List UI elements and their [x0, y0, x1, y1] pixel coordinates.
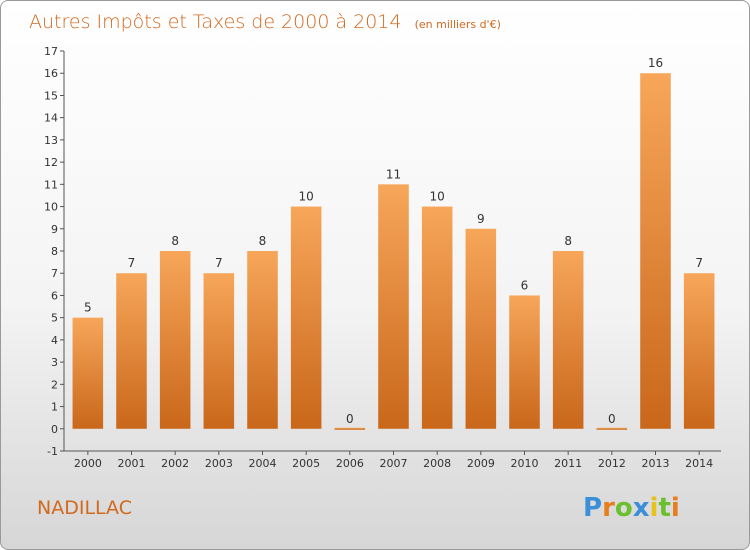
data-label-2010: 6 [521, 278, 529, 292]
bar-2002 [159, 251, 191, 429]
proxiti-logo: Proxiti [583, 493, 680, 523]
x-tick-label: 2005 [292, 457, 320, 470]
data-label-2004: 8 [259, 234, 267, 248]
x-tick-label: 2011 [554, 457, 582, 470]
y-tick-label: 6 [51, 289, 58, 302]
y-tick-label: 12 [44, 156, 58, 169]
data-label-2001: 7 [128, 256, 136, 270]
y-tick-label: 2 [51, 378, 58, 391]
bar-2011 [552, 251, 584, 429]
bar-2007 [378, 184, 409, 429]
data-label-2003: 7 [215, 256, 223, 270]
bar-2003 [203, 273, 235, 429]
data-label-2009: 9 [477, 212, 485, 226]
bar-2000 [72, 317, 104, 429]
x-tick-label: 2007 [380, 457, 408, 470]
y-tick-label: 7 [51, 267, 58, 280]
y-tick-label: 13 [44, 134, 58, 147]
x-axis: 2000 2001 2002 2003 2004 2005 2006 2007 2008 2009… [64, 450, 721, 470]
x-tick-label: 2010 [511, 457, 539, 470]
data-label-2008: 10 [430, 190, 445, 204]
town-name: NADILLAC [37, 497, 132, 519]
data-label-2011: 8 [564, 234, 572, 248]
x-tick-label: 2001 [118, 457, 146, 470]
data-label-2005: 10 [299, 190, 314, 204]
data-label-2002: 8 [171, 234, 179, 248]
y-tick-label: 14 [44, 112, 58, 125]
data-label-2006: 0 [346, 412, 354, 426]
x-tick-label: 2009 [467, 457, 495, 470]
bars [72, 73, 715, 430]
bar-2001 [116, 273, 147, 429]
y-tick-label: 4 [51, 334, 58, 347]
data-label-2012: 0 [608, 412, 616, 426]
y-tick-label: -1 [47, 445, 58, 458]
bar-2012 [596, 427, 628, 430]
x-tick-label: 2014 [685, 457, 713, 470]
y-tick-label: 15 [44, 89, 58, 102]
chart-title-main: Autres Impôts et Taxes de 2000 à 2014 [29, 11, 402, 33]
y-tick-label: 1 [51, 401, 58, 414]
chart-title: Autres Impôts et Taxes de 2000 à 2014 (e… [29, 11, 501, 33]
y-tick-label: 5 [51, 312, 58, 325]
bar-2014 [683, 273, 715, 429]
y-tick-label: 9 [51, 223, 58, 236]
x-tick-label: 2000 [74, 457, 102, 470]
x-tick-label: 2002 [161, 457, 189, 470]
y-tick-label: 8 [51, 245, 58, 258]
x-tick-label: 2003 [205, 457, 233, 470]
y-tick-label: 3 [51, 356, 58, 369]
bar-2004 [247, 251, 278, 429]
x-tick-label: 2006 [336, 457, 364, 470]
bar-2009 [465, 228, 497, 429]
bar-2013 [640, 73, 671, 429]
data-label-2014: 7 [695, 256, 703, 270]
x-tick-label: 2013 [642, 457, 670, 470]
data-label-2007: 11 [386, 167, 401, 181]
bar-2010 [509, 295, 540, 429]
x-tick-label: 2004 [249, 457, 277, 470]
bar-2008 [421, 206, 453, 429]
proxiti-logo-text: Proxiti [583, 493, 680, 523]
chart-title-unit: (en milliers d'€) [415, 18, 501, 31]
y-tick-label: 16 [44, 67, 58, 80]
data-labels: 5 7 8 7 8 10 0 11 10 9 6 8 0 16 7 [84, 56, 703, 426]
data-label-2000: 5 [84, 301, 92, 315]
x-tick-label: 2012 [598, 457, 626, 470]
data-label-2013: 16 [648, 56, 663, 70]
y-tick-label: 10 [44, 201, 58, 214]
x-tick-label: 2008 [423, 457, 451, 470]
bar-2006 [334, 427, 366, 430]
y-tick-label: 11 [44, 178, 58, 191]
y-tick-label: 0 [51, 423, 58, 436]
bar-2005 [290, 206, 322, 429]
y-tick-label: 17 [44, 45, 58, 58]
